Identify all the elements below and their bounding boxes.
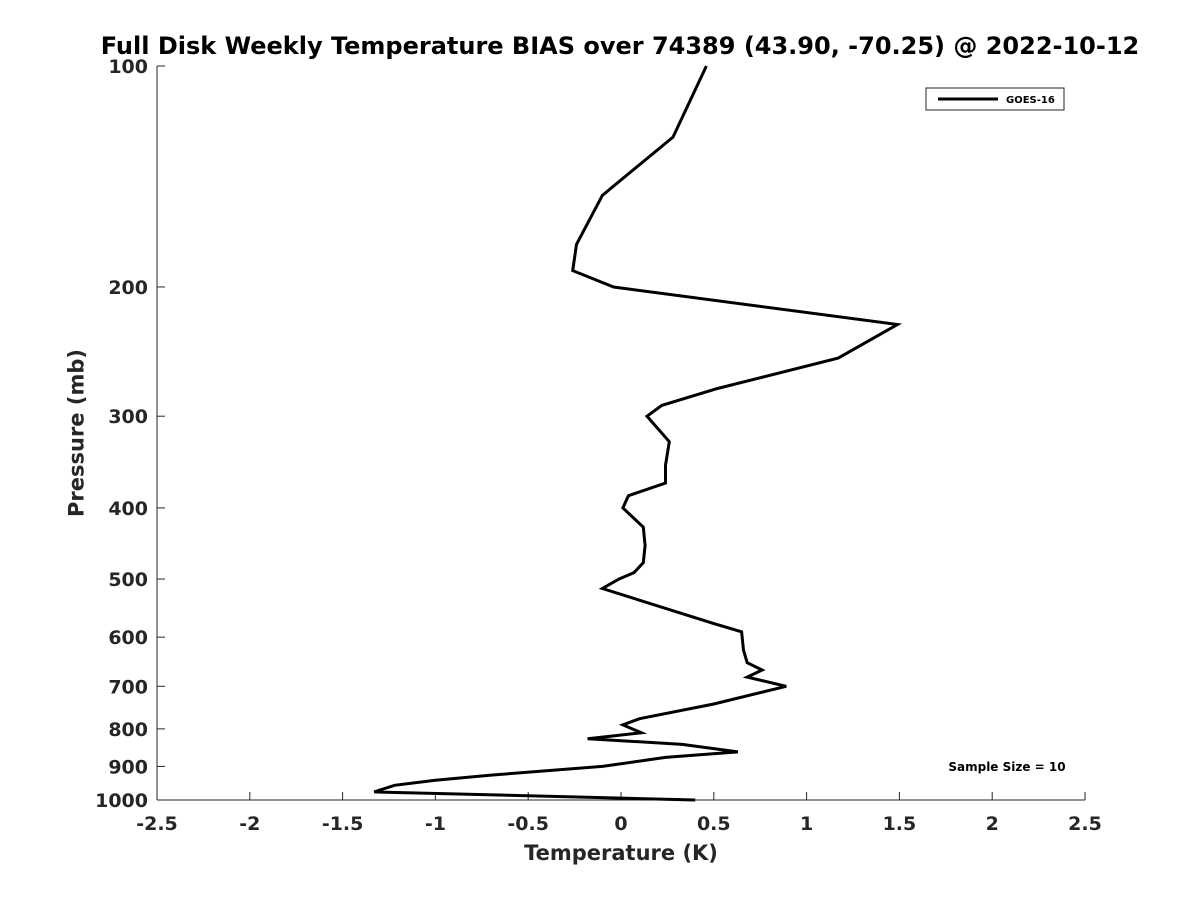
y-tick-label: 100 xyxy=(108,56,148,78)
y-tick-label: 900 xyxy=(108,756,148,778)
x-tick-label: 1 xyxy=(800,813,813,835)
y-tick-label: 400 xyxy=(108,498,148,520)
x-tick-label: 2 xyxy=(986,813,999,835)
legend: GOES-16 xyxy=(925,87,1065,111)
x-tick-label: 2.5 xyxy=(1068,813,1102,835)
legend-entry-label: GOES-16 xyxy=(1006,95,1055,106)
y-tick-label: 1000 xyxy=(95,790,148,812)
x-tick-label: 0 xyxy=(614,813,627,835)
series-line-goes-16 xyxy=(373,65,903,802)
y-axis-ticks: 100 200 300 400 500 600 700 800 900 1000 xyxy=(95,56,165,812)
y-tick-label: 700 xyxy=(108,676,148,698)
y-tick-label: 800 xyxy=(108,719,148,741)
y-axis-label: Pressure (mb) xyxy=(64,349,88,517)
plot-area xyxy=(157,66,1085,800)
x-tick-label: -1 xyxy=(425,813,446,835)
x-tick-label: 0.5 xyxy=(697,813,731,835)
y-tick-label: 500 xyxy=(108,569,148,591)
x-tick-label: -2 xyxy=(239,813,260,835)
x-axis-ticks: -2.5 -2 -1.5 -1 -0.5 0 0.5 1 1.5 2 2.5 xyxy=(136,792,1102,835)
y-tick-label: 600 xyxy=(108,627,148,649)
y-tick-label: 300 xyxy=(108,406,148,428)
x-tick-label: -2.5 xyxy=(136,813,178,835)
x-axis-label: Temperature (K) xyxy=(524,841,718,865)
axes: -2.5 -2 -1.5 -1 -0.5 0 0.5 1 1.5 2 2.5 100 200 300 40… xyxy=(95,56,1102,835)
chart-title: Full Disk Weekly Temperature BIAS over 7… xyxy=(101,32,1140,60)
y-tick-label: 200 xyxy=(108,277,148,299)
x-tick-label: -1.5 xyxy=(322,813,364,835)
sample-size-annotation: Sample Size = 10 xyxy=(948,760,1065,774)
x-tick-label: 1.5 xyxy=(883,813,917,835)
series-layer xyxy=(373,65,903,802)
x-tick-label: -0.5 xyxy=(507,813,549,835)
